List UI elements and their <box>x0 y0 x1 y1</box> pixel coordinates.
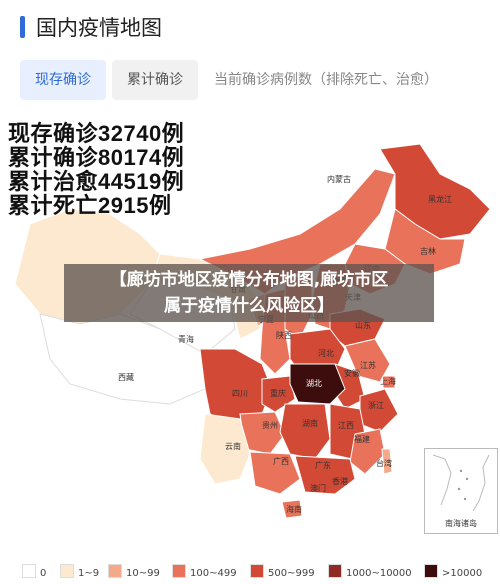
region-guangdong[interactable] <box>294 455 356 495</box>
label-zhejiang: 浙江 <box>368 400 384 410</box>
region-fujian[interactable] <box>349 428 386 475</box>
legend-item-500-999: 500~999 <box>250 564 315 579</box>
label-fujian: 福建 <box>354 434 370 444</box>
stat-dead: 累计死亡2915例 <box>8 193 172 218</box>
label-guangxi: 广西 <box>273 456 289 466</box>
stat-total: 累计确诊80174例 <box>8 145 185 170</box>
label-hunan: 湖南 <box>302 418 318 428</box>
label-hebei: 河北 <box>318 348 334 358</box>
label-xizang: 西藏 <box>118 372 134 382</box>
legend-swatch-0 <box>22 564 36 578</box>
label-shandong: 山东 <box>355 320 371 330</box>
china-map-svg: 黑龙江 吉林 内蒙古 辽宁 北京 天津 河北 山西 山东 宁夏 青海 甘肃 陕西… <box>14 143 491 519</box>
region-yunnan[interactable] <box>199 413 251 485</box>
legend-item-100-499: 100~499 <box>172 564 237 579</box>
label-guizhou: 贵州 <box>262 420 278 430</box>
label-heilongjiang: 黑龙江 <box>428 194 452 204</box>
label-shaanxi: 陕西 <box>276 330 292 340</box>
legend-swatch-10-99 <box>108 564 122 578</box>
label-jilin: 吉林 <box>420 246 436 256</box>
label-taiwan: 台湾 <box>376 458 392 468</box>
legend-item-over-10000: >10000 <box>424 564 482 579</box>
label-jiangxi: 江西 <box>338 421 354 430</box>
region-heilongjiang[interactable] <box>379 143 491 240</box>
banner-line-2: 属于疫情什么风险区】 <box>164 296 334 316</box>
legend-item-10-99: 10~99 <box>108 564 160 579</box>
label-shanghai: 上海 <box>380 376 396 386</box>
south-china-sea-inset: 南海诸岛 <box>424 448 498 534</box>
label-jiangsu: 江苏 <box>360 360 376 370</box>
page-header: 国内疫情地图 <box>0 0 500 56</box>
stat-current: 现存确诊32740例 <box>8 121 185 146</box>
label-hainan: 海南 <box>286 504 302 514</box>
stats-overlay: 现存确诊32740例 累计确诊80174例 累计治愈44519例 累计死亡291… <box>8 122 184 218</box>
tab-current-confirmed[interactable]: 现存确诊 <box>20 60 106 100</box>
legend-swatch-500-999 <box>250 564 264 578</box>
label-xianggang: 香港 <box>332 476 348 486</box>
label-guangdong: 广东 <box>315 460 331 470</box>
label-aomen: 澳门 <box>310 483 326 493</box>
label-yunnan: 云南 <box>225 441 241 451</box>
headline-banner[interactable]: 【廊坊市地区疫情分布地图,廊坊市区 属于疫情什么风险区】 <box>64 264 434 322</box>
legend-swatch-1000-10000 <box>328 564 342 578</box>
region-taiwan[interactable] <box>381 448 393 475</box>
epidemic-map: 现存确诊32740例 累计确诊80174例 累计治愈44519例 累计死亡291… <box>0 114 500 554</box>
label-qinghai: 青海 <box>178 334 194 344</box>
map-legend: 0 1~9 10~99 100~499 500~999 1000~10000 >… <box>0 556 500 584</box>
region-guangxi[interactable] <box>249 451 301 495</box>
title-accent-bar <box>20 16 25 38</box>
tab-bar: 现存确诊 累计确诊 当前确诊病例数（排除死亡、治愈） <box>20 60 490 102</box>
label-anhui: 安徽 <box>344 368 360 378</box>
banner-line-1: 【廊坊市地区疫情分布地图,廊坊市区 <box>109 270 389 290</box>
legend-swatch-100-499 <box>172 564 186 578</box>
page-title: 国内疫情地图 <box>36 16 162 40</box>
legend-swatch-1-9 <box>60 564 74 578</box>
legend-item-1000-10000: 1000~10000 <box>328 564 412 579</box>
legend-item-0: 0 <box>22 564 46 579</box>
region-zhejiang[interactable] <box>359 388 399 433</box>
region-hunan[interactable] <box>279 403 331 460</box>
region-hainan[interactable] <box>281 499 303 519</box>
label-sichuan: 四川 <box>232 389 248 398</box>
nanhai-label: 南海诸岛 <box>445 519 477 528</box>
tab-description: 当前确诊病例数（排除死亡、治愈） <box>214 72 438 88</box>
legend-item-1-9: 1~9 <box>60 564 99 579</box>
south-china-sea-islands-icon <box>432 454 490 512</box>
stat-cured: 累计治愈44519例 <box>8 169 185 194</box>
tab-total-confirmed[interactable]: 累计确诊 <box>112 60 198 100</box>
legend-swatch-over-10000 <box>424 564 438 578</box>
region-shanghai[interactable] <box>382 375 396 389</box>
label-neimenggu: 内蒙古 <box>327 174 351 184</box>
label-hubei: 湖北 <box>306 379 322 388</box>
label-chongqing: 重庆 <box>270 388 286 398</box>
